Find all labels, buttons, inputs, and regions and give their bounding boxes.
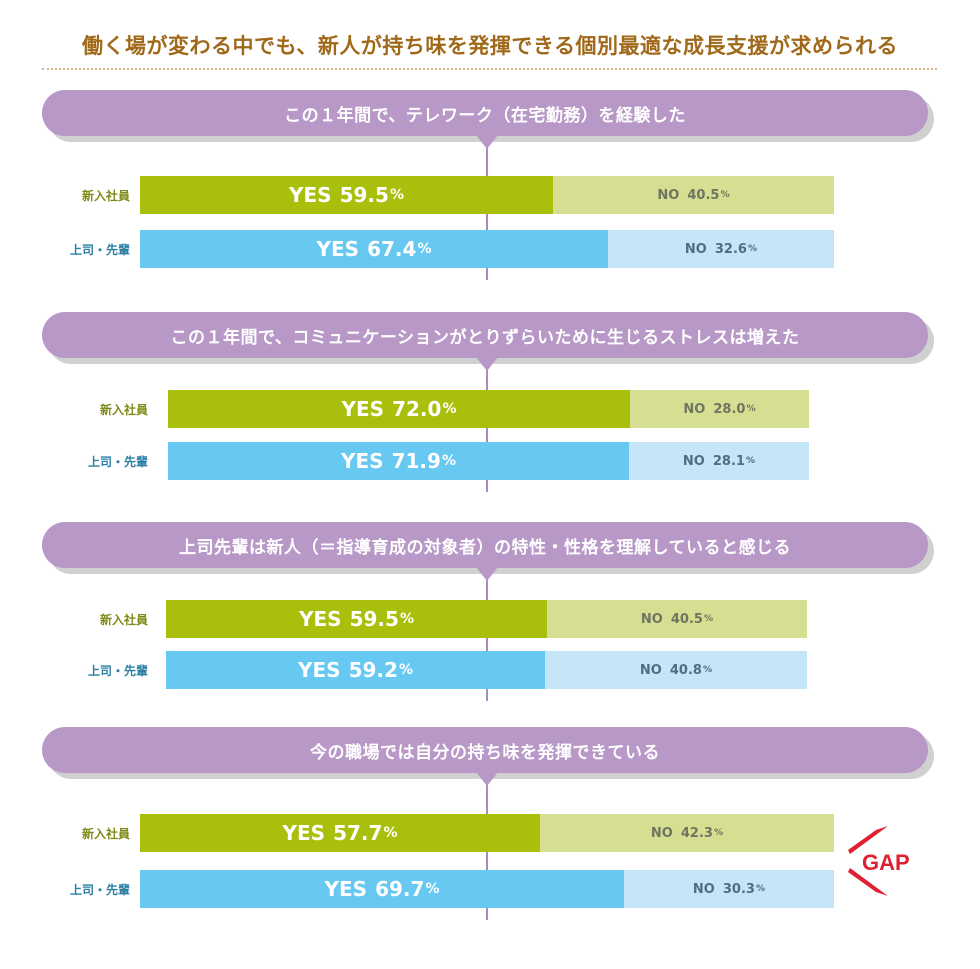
bar-yes-segment: YES 57.7% <box>140 814 540 852</box>
no-label-percent: % <box>703 614 714 624</box>
yes-label-percent: % <box>398 662 413 678</box>
bar-no-segment: NO 28.1% <box>629 442 809 480</box>
yes-label-word: YES <box>341 449 384 473</box>
no-label-percent: % <box>713 828 724 838</box>
bar-no-segment: NO 40.5% <box>547 600 807 638</box>
row-label-senior: 上司・先輩 <box>69 883 130 897</box>
bar-yes-segment: YES 71.9% <box>168 442 629 480</box>
no-label-percent: % <box>747 244 758 254</box>
yes-label-word: YES <box>324 877 368 901</box>
bar-yes-segment: YES 59.5% <box>140 176 553 214</box>
yes-label-word: YES <box>299 607 342 631</box>
yes-label-value: 59.5 <box>349 607 399 631</box>
gap-badge: GAP <box>848 826 910 896</box>
no-label-value: 40.5 <box>687 187 720 203</box>
no-label-word: NO <box>640 611 663 627</box>
gap-arrow-bottom-icon <box>848 868 888 896</box>
no-label-word: NO <box>684 241 707 257</box>
yes-label-percent: % <box>399 611 414 627</box>
bar-yes-segment: YES 67.4% <box>140 230 608 268</box>
yes-label-word: YES <box>289 183 332 207</box>
yes-label-value: 67.4 <box>367 237 417 261</box>
no-label-word: NO <box>650 825 673 841</box>
bar-no-segment: NO 40.5% <box>553 176 834 214</box>
page-title: 働く場が変わる中でも、新人が持ち味を発揮できる個別最適な成長支援が求められる <box>82 34 898 58</box>
title-divider <box>42 68 937 70</box>
bar-yes-segment: YES 69.7% <box>140 870 624 908</box>
yes-label-percent: % <box>442 401 457 417</box>
gap-label: GAP <box>862 850 910 875</box>
no-label-percent: % <box>720 190 730 200</box>
gap-arrow-top-icon <box>848 826 888 854</box>
no-label-value: 28.0 <box>713 401 746 417</box>
row-label-newcomer: 新入社員 <box>99 403 148 417</box>
bar-yes-segment: YES 59.2% <box>166 651 545 689</box>
yes-label-value: 69.7 <box>375 877 425 901</box>
yes-label-percent: % <box>425 881 440 897</box>
no-label-value: 30.3 <box>722 881 755 897</box>
question-title: この１年間で、コミュニケーションがとりずらいために生じるストレスは増えた <box>42 312 928 358</box>
yes-label-value: 59.2 <box>348 658 398 682</box>
no-label-percent: % <box>745 456 756 466</box>
question-pointer <box>476 357 498 371</box>
question-title: 今の職場では自分の持ち味を発揮できている <box>42 727 928 773</box>
question-title: 上司先輩は新人（＝指導育成の対象者）の特性・性格を理解していると感じる <box>42 522 928 568</box>
bar-no-segment: NO 28.0% <box>630 390 809 428</box>
row-label-senior: 上司・先輩 <box>87 664 148 678</box>
yes-label-word: YES <box>298 658 341 682</box>
row-label-senior: 上司・先輩 <box>87 455 148 469</box>
no-label-percent: % <box>746 404 756 414</box>
yes-label-value: 59.5 <box>339 183 389 207</box>
yes-label-value: 71.9 <box>391 449 441 473</box>
yes-label-percent: % <box>441 453 456 469</box>
yes-label-percent: % <box>383 825 398 841</box>
bar-yes-segment: YES 59.5% <box>166 600 547 638</box>
yes-label-percent: % <box>417 241 432 257</box>
yes-label-word: YES <box>341 397 385 421</box>
bar-no-segment: NO 40.8% <box>545 651 807 689</box>
question-pointer <box>476 567 498 581</box>
no-label-value: 28.1 <box>712 453 745 469</box>
no-label-value: 42.3 <box>680 825 713 841</box>
question-title: この１年間で、テレワーク（在宅勤務）を経験した <box>42 90 928 136</box>
bar-no-segment: NO 30.3% <box>624 870 834 908</box>
no-label-word: NO <box>692 881 715 897</box>
row-label-senior: 上司・先輩 <box>69 243 130 257</box>
no-label-word: NO <box>639 662 662 678</box>
no-label-percent: % <box>755 884 766 894</box>
no-label-value: 40.5 <box>670 611 703 627</box>
yes-label-value: 72.0 <box>392 397 442 421</box>
yes-label-word: YES <box>282 821 326 845</box>
no-label-word: NO <box>683 401 706 417</box>
no-label-value: 32.6 <box>714 241 747 257</box>
question-pointer <box>476 135 498 149</box>
yes-label-percent: % <box>389 187 404 203</box>
question-pointer <box>476 772 498 786</box>
yes-label-value: 57.7 <box>333 821 383 845</box>
no-label-percent: % <box>702 665 713 675</box>
bar-no-segment: NO 32.6% <box>608 230 834 268</box>
row-label-newcomer: 新入社員 <box>99 613 148 627</box>
yes-label-word: YES <box>316 237 360 261</box>
row-label-newcomer: 新入社員 <box>81 189 130 203</box>
no-label-word: NO <box>682 453 705 469</box>
row-label-newcomer: 新入社員 <box>81 827 130 841</box>
bar-yes-segment: YES 72.0% <box>168 390 630 428</box>
bar-no-segment: NO 42.3% <box>540 814 834 852</box>
no-label-value: 40.8 <box>669 662 702 678</box>
no-label-word: NO <box>657 187 680 203</box>
